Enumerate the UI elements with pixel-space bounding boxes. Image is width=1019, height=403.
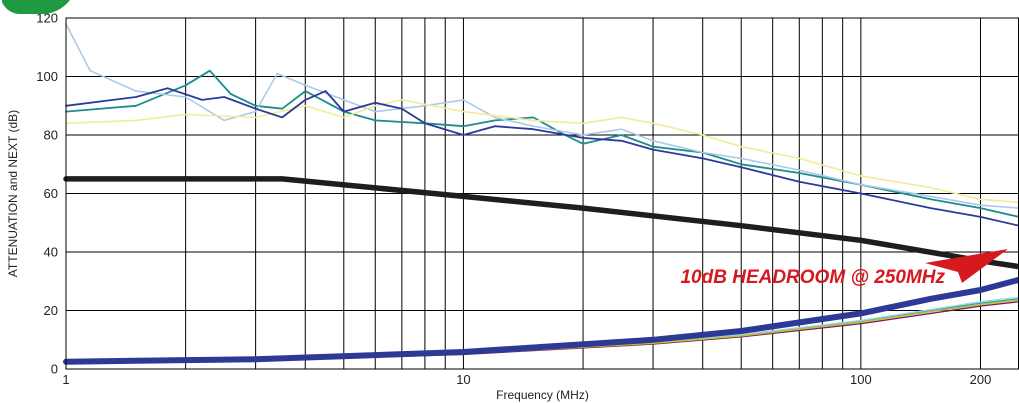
y-axis-title: ATTENUATION and NEXT (dB) xyxy=(6,110,20,277)
series-line xyxy=(65,99,1019,204)
series-line xyxy=(63,276,1019,365)
x-tick-label: 200 xyxy=(970,372,992,387)
y-tick-label: 0 xyxy=(51,362,58,377)
x-tick-label: 1 xyxy=(62,372,69,387)
headroom-label: 10dB HEADROOM @ 250MHz xyxy=(680,267,945,288)
x-axis-title: Frequency (MHz) xyxy=(496,388,589,402)
series-line xyxy=(63,176,1019,270)
y-tick-label: 40 xyxy=(44,245,58,260)
y-tick-label: 20 xyxy=(44,303,58,318)
series-lines xyxy=(63,23,1019,365)
y-tick-label: 120 xyxy=(36,11,58,26)
series-line xyxy=(65,296,1019,363)
series-line xyxy=(65,69,1019,218)
x-tick-label: 10 xyxy=(456,372,470,387)
headroom-annotation: 10dB HEADROOM @ 250MHz xyxy=(680,249,1008,288)
logo-badge xyxy=(2,0,70,15)
headroom-arrow xyxy=(925,249,1008,283)
tick-labels: 1 10 100 200 0 20 40 60 80 100 120 xyxy=(36,11,991,388)
y-tick-label: 60 xyxy=(44,186,58,201)
x-tick-label: 100 xyxy=(850,372,872,387)
series-line xyxy=(65,87,1019,227)
y-tick-label: 100 xyxy=(36,69,58,84)
y-tick-label: 80 xyxy=(44,128,58,143)
logo-badge-shape xyxy=(2,0,70,15)
